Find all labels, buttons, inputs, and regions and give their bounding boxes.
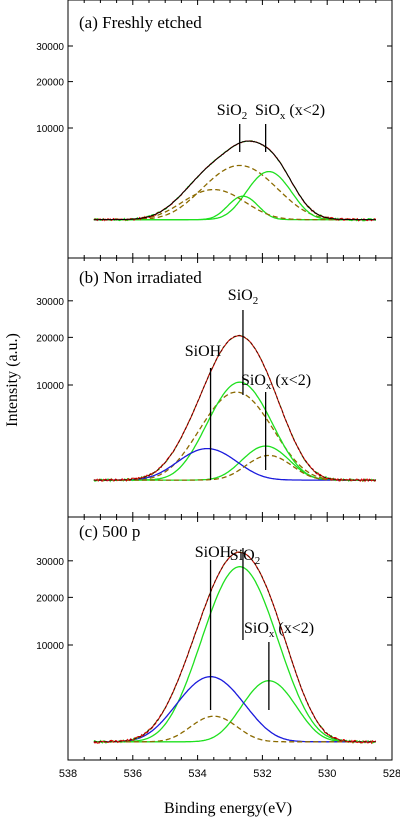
peak-component-siox xyxy=(93,566,376,743)
panel-label: (c) 500 p xyxy=(79,522,140,541)
panel-3: 10000 20000 30000 538 536 534 532 530 528 (c) 500… xyxy=(36,516,400,780)
peak-label: SiOx (x<2) xyxy=(244,620,314,640)
fit-envelope xyxy=(93,551,376,743)
peak-label: SiOx (x<2) xyxy=(241,372,311,392)
x-tick-label: 532 xyxy=(253,768,271,780)
peak-label: SiO2 xyxy=(230,547,260,567)
raw-data-green xyxy=(93,551,376,744)
y-tick-label: 30000 xyxy=(36,42,64,53)
fit-envelope xyxy=(93,140,376,221)
fit-envelope xyxy=(93,335,376,481)
peak-component-sio2 xyxy=(93,164,376,221)
panel-label: (a) Freshly etched xyxy=(79,13,202,32)
raw-data-red xyxy=(93,140,377,222)
y-axis-title: Intensity (a.u.) xyxy=(4,333,21,427)
peak-component-siox xyxy=(93,195,376,221)
peak-label: SiOx (x<2) xyxy=(255,102,325,122)
y-tick-label: 30000 xyxy=(36,297,64,308)
raw-data-red xyxy=(93,551,377,745)
y-tick-label: 10000 xyxy=(36,124,64,135)
x-tick-label: 538 xyxy=(59,768,77,780)
peak-label: SiOH xyxy=(195,544,232,561)
peak-component-siox xyxy=(93,680,376,743)
x-tick-label: 534 xyxy=(188,768,206,780)
peak-component-extra xyxy=(93,188,376,221)
peak-label: SiO2 xyxy=(217,102,247,122)
peak-component-extra xyxy=(93,454,376,481)
x-tick-label: 528 xyxy=(383,768,400,780)
x-axis-title: Binding energy(eV) xyxy=(164,800,292,817)
y-tick-label: 20000 xyxy=(36,333,64,344)
peak-component-siox xyxy=(93,445,376,481)
peak-label: SiO2 xyxy=(228,287,258,307)
y-tick-label: 20000 xyxy=(36,593,64,604)
y-tick-label: 10000 xyxy=(36,381,64,392)
panel-1: 10000 20000 30000 (a) Freshly etched SiO2 SiO… xyxy=(36,0,393,259)
peak-component-siox xyxy=(93,381,376,481)
panel-label: (b) Non irradiated xyxy=(79,268,202,287)
x-tick-label: 530 xyxy=(318,768,336,780)
raw-data-green xyxy=(93,140,376,222)
y-tick-label: 20000 xyxy=(36,78,64,89)
panel-2: 10000 20000 30000 (b) Non irradiated SiO2 SiO… xyxy=(36,257,393,518)
peak-component-sioh xyxy=(93,676,376,743)
peak-component-sioh xyxy=(93,447,376,481)
y-tick-label: 30000 xyxy=(36,557,64,568)
raw-data-red xyxy=(93,334,376,483)
peak-label: SiOH xyxy=(185,343,222,360)
y-tick-label: 10000 xyxy=(36,641,64,652)
x-tick-label: 536 xyxy=(124,768,142,780)
